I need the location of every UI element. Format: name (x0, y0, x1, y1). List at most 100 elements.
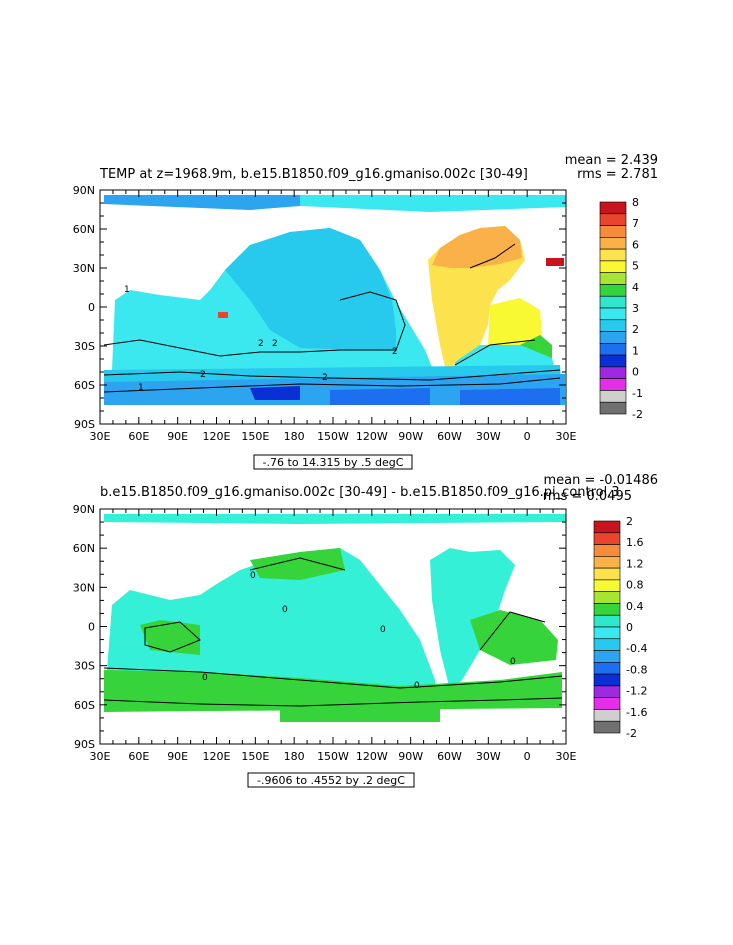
colorbar-swatch (599, 295, 627, 309)
colorbar-swatch (599, 213, 627, 226)
x-tick-label: 60E (128, 750, 149, 763)
colorbar-label: 5 (632, 260, 639, 273)
colorbar-swatch (599, 260, 627, 273)
x-tick-label: 90W (398, 430, 423, 443)
colorbar-swatch (593, 638, 621, 651)
top-contour-label: 2 (392, 347, 398, 357)
colorbar-label: 7 (632, 217, 639, 230)
colorbar-label: 1.6 (626, 536, 644, 549)
colorbar-label: -1 (632, 387, 643, 400)
colorbar-swatch (593, 662, 621, 675)
colorbar-swatch (599, 390, 627, 403)
colorbar-swatch (599, 366, 627, 379)
bottom-colorbar: 2 1.6 1.2 0.8 0.4 0 -0.4 -0.8 -1.2 -1.6 -2 (593, 515, 647, 740)
colorbar-swatch (599, 331, 627, 344)
top-contour-label: 2 (322, 373, 328, 383)
colorbar-swatch (593, 544, 621, 557)
colorbar-swatch (599, 401, 627, 415)
bottom-x-ticks: 30E 60E 90E 120E 150E 180 150W 120W 90W 60W 30W 0 30… (90, 509, 577, 763)
top-contour-label: 1 (138, 383, 144, 393)
top-contour-label: 2 (200, 370, 206, 380)
colorbar-swatch (599, 248, 627, 262)
colorbar-label: 8 (632, 196, 639, 209)
bottom-range-label: -.9606 to .4552 by .2 degC (257, 774, 405, 787)
colorbar-label: 0.4 (626, 600, 644, 613)
x-tick-label: 90W (398, 750, 423, 763)
colorbar-swatch (593, 709, 621, 722)
colorbar-label: 2 (626, 515, 633, 528)
top-contour-label: 1 (124, 285, 130, 295)
bottom-y-ticks: 90N 60N 30N 0 30S 60S 90S (73, 503, 566, 751)
colorbar-swatch (593, 567, 621, 581)
colorbar-label: 4 (632, 281, 639, 294)
bottom-contour-label: 0 (202, 673, 208, 683)
colorbar-swatch (593, 603, 621, 616)
y-tick-label: 60N (73, 223, 95, 236)
y-tick-label: 90N (73, 503, 95, 516)
colorbar-label: -2 (626, 727, 637, 740)
colorbar-swatch (593, 626, 621, 640)
top-x-ticks: 30E 60E 90E 120E 150E 180 150W 120W 90W 60W 30W 0 30… (90, 190, 577, 443)
y-tick-label: 30S (74, 340, 95, 353)
x-tick-label: 120E (203, 430, 231, 443)
colorbar-swatch (593, 650, 621, 663)
colorbar-swatch (599, 237, 627, 250)
x-tick-label: 30E (90, 750, 111, 763)
x-tick-label: 90E (167, 750, 188, 763)
x-tick-label: 30W (476, 430, 501, 443)
y-tick-label: 90S (74, 738, 95, 751)
colorbar-label: -0.8 (626, 663, 647, 676)
bottom-contour-label: 0 (510, 657, 516, 667)
top-contour-label: 2 (258, 339, 264, 349)
colorbar-swatch (593, 532, 621, 545)
bottom-panel: b.e15.B1850.f09_g16.gmaniso.002c [30-49]… (73, 473, 658, 788)
bottom-contour-label: 0 (380, 625, 386, 635)
x-tick-label: 150W (317, 430, 349, 443)
top-map-field: 2 2 2 2 2 1 1 (100, 190, 566, 424)
x-tick-label: 60W (437, 750, 462, 763)
colorbar-swatch (599, 284, 627, 297)
colorbar-label: 0 (632, 366, 639, 379)
x-tick-label: 0 (524, 430, 531, 443)
top-panel: TEMP at z=1968.9m, b.e15.B1850.f09_g16.g… (73, 153, 658, 470)
top-range-box (253, 454, 413, 470)
x-tick-label: 150W (317, 750, 349, 763)
x-tick-label: 60W (437, 430, 462, 443)
colorbar-swatch (599, 319, 627, 332)
x-tick-label: 120W (356, 750, 388, 763)
colorbar-swatch (593, 614, 621, 628)
y-tick-label: 30N (73, 262, 95, 275)
colorbar-swatch (599, 272, 627, 285)
x-tick-label: 30E (90, 430, 111, 443)
colorbar-swatch (593, 697, 621, 710)
bottom-panel-rms: rms = 0.0495 (543, 489, 632, 504)
x-tick-label: 180 (284, 750, 305, 763)
colorbar-label: 3 (632, 302, 639, 315)
y-tick-label: 30S (74, 660, 95, 673)
bottom-range-box (247, 772, 415, 788)
colorbar-label: 0.8 (626, 579, 644, 592)
x-tick-label: 30E (556, 430, 577, 443)
x-tick-label: 150E (241, 430, 269, 443)
colorbar-label: 1 (632, 344, 639, 357)
x-tick-label: 90E (167, 430, 188, 443)
bottom-panel-title: b.e15.B1850.f09_g16.gmaniso.002c [30-49]… (100, 485, 620, 500)
colorbar-swatch (593, 520, 621, 534)
x-tick-label: 150E (241, 750, 269, 763)
top-y-ticks: 90N 60N 30N 0 30S 60S 90S (73, 184, 566, 431)
colorbar-label: 0 (626, 621, 633, 634)
x-tick-label: 30W (476, 750, 501, 763)
bottom-contour-label: 0 (282, 605, 288, 615)
y-tick-label: 60S (74, 379, 95, 392)
bottom-contour-label: 0 (250, 571, 256, 581)
colorbar-swatch (599, 307, 627, 321)
y-tick-label: 0 (88, 621, 95, 634)
x-tick-label: 0 (524, 750, 531, 763)
colorbar-swatch (599, 201, 627, 215)
x-tick-label: 120W (356, 430, 388, 443)
colorbar-swatch (593, 673, 621, 687)
colorbar-label: 2 (632, 323, 639, 336)
colorbar-swatch (593, 720, 621, 734)
x-tick-label: 60E (128, 430, 149, 443)
colorbar-swatch (599, 343, 627, 356)
